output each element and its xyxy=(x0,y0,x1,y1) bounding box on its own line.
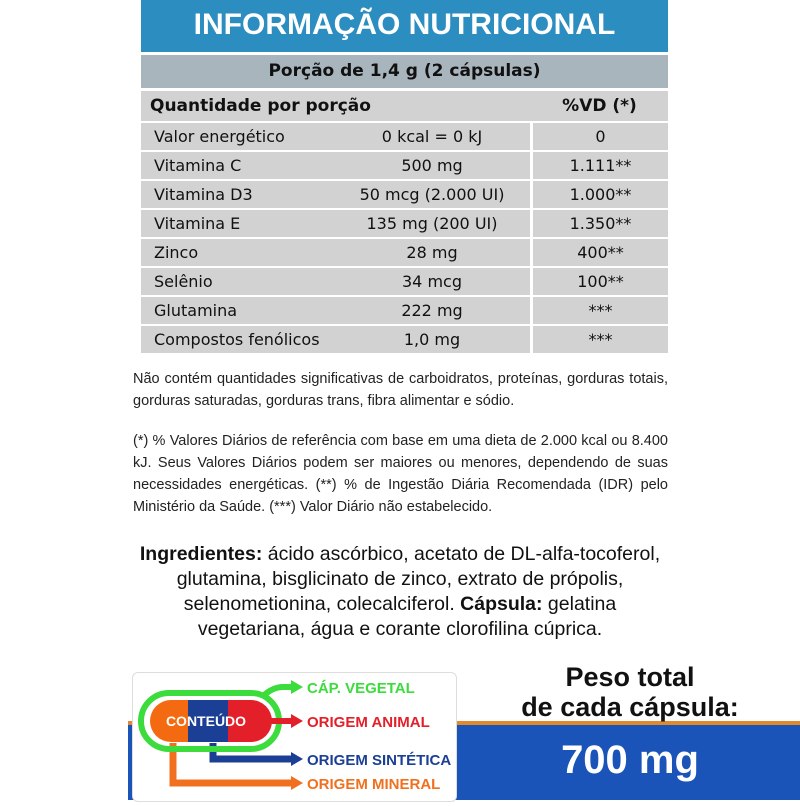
nutrient-name: Valor energético xyxy=(141,123,334,150)
nutrient-amount: 34 mcg xyxy=(334,268,530,295)
nutrient-amount: 28 mg xyxy=(334,239,530,266)
table-row: Vitamina C 500 mg 1.111** xyxy=(141,152,668,179)
legend-animal: ORIGEM ANIMAL xyxy=(307,714,430,731)
capsule-text: gelatina vegetariana, água e corante clo… xyxy=(197,593,617,640)
nutrient-vd: *** xyxy=(533,297,668,324)
capsule-content-label: CONTEÚDO xyxy=(166,712,246,729)
header-qty: Quantidade por porção xyxy=(150,96,371,116)
page-title: INFORMAÇÃO NUTRICIONAL xyxy=(141,0,668,52)
header-vd: %VD (*) xyxy=(562,96,637,116)
nutrient-vd: 100** xyxy=(533,268,668,295)
vegetal-arrowhead-icon xyxy=(291,680,303,694)
table-row: Vitamina E 135 mg (200 UI) 1.350** xyxy=(141,210,668,237)
nutrient-vd: 1.111** xyxy=(533,152,668,179)
nutrient-amount: 135 mg (200 UI) xyxy=(334,210,530,237)
legend-synthetic: ORIGEM SINTÉTICA xyxy=(307,752,451,769)
nutrient-vd: *** xyxy=(533,326,668,353)
weight-label-line2: de cada cápsula: xyxy=(521,692,739,722)
mineral-arrow-line xyxy=(169,743,293,787)
nutrient-amount: 50 mcg (2.000 UI) xyxy=(334,181,530,208)
table-row: Selênio 34 mcg 100** xyxy=(141,268,668,295)
nutrient-vd: 400** xyxy=(533,239,668,266)
capsule-legend: CONTEÚDO CÁP. VEGETAL ORIGEM ANIMAL ORIG… xyxy=(132,672,457,802)
table-row: Vitamina D3 50 mcg (2.000 UI) 1.000** xyxy=(141,181,668,208)
ingredients: Ingredientes: ácido ascórbico, acetato d… xyxy=(135,542,665,642)
weight-value: 700 mg xyxy=(561,738,699,782)
note-not-significant: Não contém quantidades significativas de… xyxy=(133,371,668,409)
nutrition-table: Valor energético 0 kcal = 0 kJ 0 Vitamina … xyxy=(141,123,668,355)
vegetal-arrow-line xyxy=(260,684,293,699)
capsule-red-part xyxy=(228,700,272,742)
table-row: Compostos fenólicos 1,0 mg *** xyxy=(141,326,668,353)
mineral-arrowhead-icon xyxy=(291,776,303,790)
capsule-diagram: CONTEÚDO CÁP. VEGETAL ORIGEM ANIMAL ORIG… xyxy=(138,680,451,793)
weight-label: Peso total de cada cápsula: xyxy=(460,662,800,722)
table-row: Zinco 28 mg 400** xyxy=(141,239,668,266)
table-row: Glutamina 222 mg *** xyxy=(141,297,668,324)
capsule-label: Cápsula: xyxy=(460,593,543,615)
nutrient-name: Selênio xyxy=(141,268,334,295)
weight-label-line1: Peso total xyxy=(565,662,695,692)
orange-divider xyxy=(128,721,800,725)
nutrient-amount: 1,0 mg xyxy=(334,326,530,353)
nutrient-vd: 1.350** xyxy=(533,210,668,237)
synthetic-arrowhead-icon xyxy=(291,752,303,766)
table-header: Quantidade por porção %VD (*) xyxy=(141,91,668,121)
nutrient-amount: 0 kcal = 0 kJ xyxy=(334,123,530,150)
legend-mineral: ORIGEM MINERAL xyxy=(307,776,440,793)
nutrient-name: Zinco xyxy=(141,239,334,266)
note-daily-values: (*) % Valores Diários de referência com … xyxy=(133,433,668,515)
table-row: Valor energético 0 kcal = 0 kJ 0 xyxy=(141,123,668,150)
nutrient-name: Vitamina E xyxy=(141,210,334,237)
nutrient-name: Glutamina xyxy=(141,297,334,324)
nutrient-name: Compostos fenólicos xyxy=(141,326,334,353)
nutrient-name: Vitamina C xyxy=(141,152,334,179)
nutrient-amount: 500 mg xyxy=(334,152,530,179)
ingredients-text: ácido ascórbico, acetato de DL-alfa-toco… xyxy=(176,543,661,615)
nutrient-vd: 0 xyxy=(533,123,668,150)
capsule-orange-part xyxy=(150,700,188,742)
capsule-blue-part xyxy=(188,700,228,742)
nutrient-amount: 222 mg xyxy=(334,297,530,324)
legend-vegetal: CÁP. VEGETAL xyxy=(307,680,415,697)
nutrient-vd: 1.000** xyxy=(533,181,668,208)
portion-row: Porção de 1,4 g (2 cápsulas) xyxy=(141,55,668,88)
animal-arrowhead-icon xyxy=(291,714,303,728)
nutrient-name: Vitamina D3 xyxy=(141,181,334,208)
ingredients-label: Ingredientes: xyxy=(139,543,263,565)
